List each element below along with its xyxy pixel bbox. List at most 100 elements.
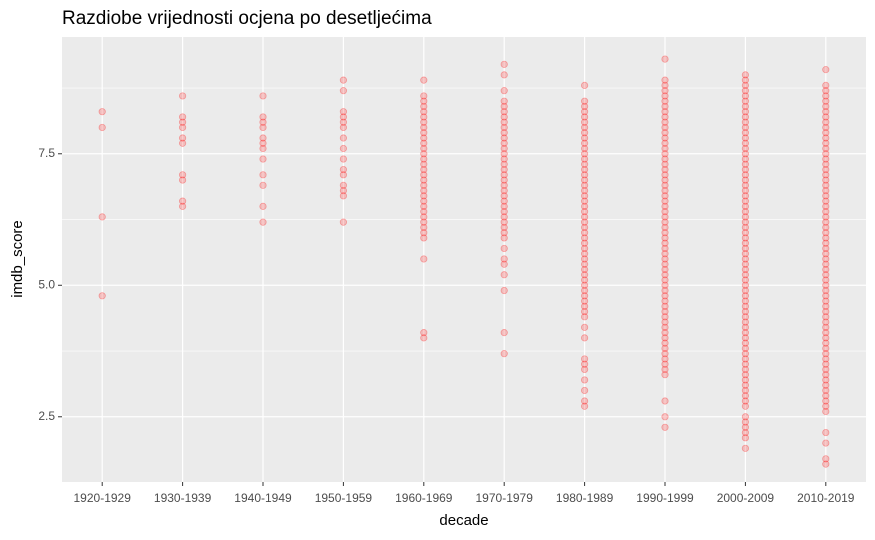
point: [741, 171, 750, 179]
point: [661, 55, 669, 63]
point: [580, 250, 589, 258]
point: [741, 186, 750, 195]
point: [500, 286, 508, 295]
point: [822, 392, 830, 400]
point: [661, 150, 669, 158]
point: [580, 297, 589, 305]
point: [500, 113, 508, 121]
point: [822, 208, 830, 216]
point: [259, 155, 267, 163]
point: [420, 92, 428, 100]
point: [500, 102, 508, 111]
point: [822, 397, 830, 405]
point: [661, 365, 669, 374]
point: [741, 397, 750, 405]
point: [822, 386, 830, 395]
point: [822, 144, 830, 153]
point: [420, 97, 428, 105]
point: [741, 176, 750, 184]
point: [580, 160, 589, 168]
point: [339, 171, 347, 179]
point: [420, 329, 428, 337]
point: [580, 286, 589, 295]
point: [822, 255, 830, 263]
point: [822, 407, 830, 416]
point: [661, 87, 669, 95]
point: [500, 271, 508, 279]
point: [822, 213, 830, 221]
point: [259, 144, 267, 153]
point: [500, 223, 508, 232]
point: [661, 355, 669, 363]
point: [741, 113, 750, 121]
point: [661, 186, 669, 195]
point: [661, 334, 669, 342]
point: [580, 360, 589, 368]
point: [822, 192, 830, 200]
point: [339, 186, 347, 195]
point: [661, 176, 669, 184]
point: [741, 323, 750, 331]
point: [580, 265, 589, 274]
point: [822, 439, 830, 447]
point: [741, 218, 750, 226]
point: [822, 244, 830, 253]
point: [741, 155, 750, 163]
point: [822, 318, 830, 326]
point: [500, 108, 508, 116]
point: [741, 181, 750, 189]
point: [822, 402, 830, 410]
point: [500, 155, 508, 163]
chart-title: Razdiobe vrijednosti ocjena po desetljeć…: [62, 8, 432, 29]
point: [741, 108, 750, 116]
point: [741, 229, 750, 237]
point: [822, 113, 830, 121]
point: [500, 60, 508, 68]
point: [580, 292, 589, 300]
point: [741, 144, 750, 153]
point: [661, 129, 669, 137]
point: [580, 255, 589, 263]
point: [741, 418, 750, 426]
point: [741, 260, 750, 268]
point: [661, 423, 669, 431]
point: [580, 113, 589, 121]
point: [179, 118, 187, 126]
point: [500, 118, 508, 126]
point: [661, 313, 669, 321]
point: [580, 239, 589, 247]
y-tick-label: 2.5: [38, 409, 55, 423]
point: [822, 87, 830, 95]
point: [822, 297, 830, 305]
point: [420, 123, 428, 132]
point: [661, 281, 669, 289]
point: [741, 97, 750, 105]
point: [580, 192, 589, 200]
point: [661, 255, 669, 263]
point: [661, 244, 669, 253]
point: [580, 155, 589, 163]
point: [822, 223, 830, 232]
point: [500, 71, 508, 79]
point: [580, 229, 589, 237]
point: [259, 113, 267, 121]
point: [339, 218, 347, 226]
point: [259, 92, 267, 100]
point: [741, 165, 750, 174]
point: [822, 160, 830, 168]
point: [741, 202, 750, 210]
point: [500, 123, 508, 132]
point: [741, 428, 750, 437]
point: [580, 313, 589, 321]
point: [661, 260, 669, 268]
point: [661, 318, 669, 326]
point: [500, 350, 508, 358]
point: [420, 171, 428, 179]
point: [580, 102, 589, 111]
x-tick-label: 2010-2019: [797, 491, 855, 505]
point: [500, 150, 508, 158]
point: [741, 423, 750, 431]
point: [822, 150, 830, 158]
